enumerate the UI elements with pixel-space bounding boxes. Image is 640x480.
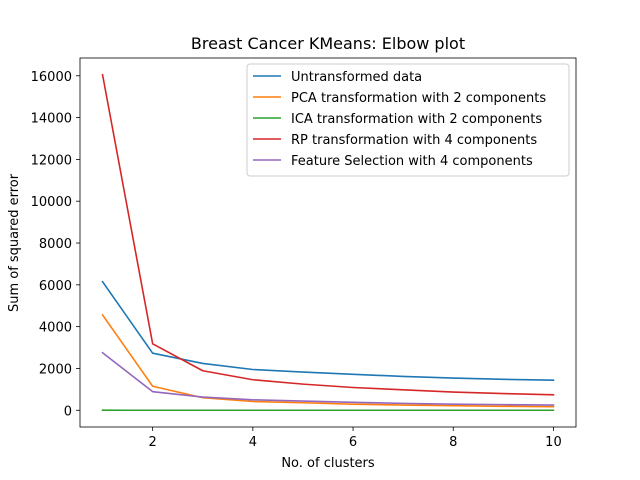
chart-title: Breast Cancer KMeans: Elbow plot [191, 34, 465, 53]
y-tick-label: 8000 [39, 237, 72, 252]
legend-label: Feature Selection with 4 components [291, 154, 533, 169]
y-tick-label: 12000 [31, 153, 72, 168]
y-tick-label: 14000 [31, 112, 72, 127]
legend-label: RP transformation with 4 components [291, 133, 537, 148]
y-tick-label: 4000 [39, 321, 72, 336]
x-axis-title: No. of clusters [281, 456, 375, 471]
x-tick-label: 10 [545, 435, 562, 450]
series-line-2 [101, 313, 555, 408]
x-tick-label: 4 [249, 435, 257, 450]
y-tick-label: 16000 [31, 70, 72, 85]
legend: Untransformed data PCA transformation wit… [246, 63, 570, 177]
plot-area: 2 4 6 8 10 0 2000 4000 6000 8000 10000 12000 14000 16… [31, 57, 577, 450]
legend-box [246, 63, 570, 177]
x-tick-label: 6 [349, 435, 357, 450]
series-line-4 [101, 73, 555, 396]
series-line-5 [101, 351, 555, 406]
y-tick-label: 0 [64, 404, 72, 419]
x-tick-label: 2 [149, 435, 157, 450]
series-line-1 [101, 280, 555, 381]
legend-label: PCA transformation with 2 components [291, 91, 546, 106]
x-tick-label: 8 [449, 435, 457, 450]
y-tick-label: 6000 [39, 279, 72, 294]
axes-frame [79, 57, 577, 428]
legend-label: Untransformed data [291, 70, 422, 85]
legend-label: ICA transformation with 2 components [291, 112, 542, 127]
y-tick-label: 10000 [31, 195, 72, 210]
y-tick-label: 2000 [39, 362, 72, 377]
y-axis-title: Sum of squared error [7, 173, 22, 312]
